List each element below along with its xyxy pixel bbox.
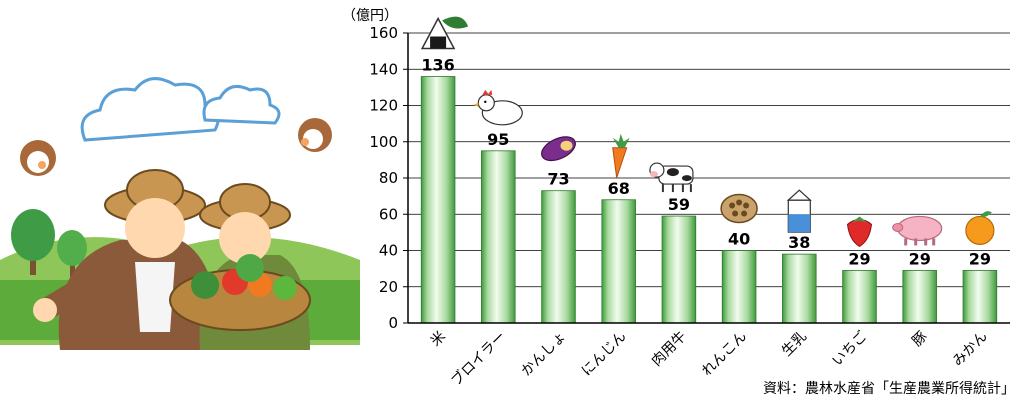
strawberry-icon (846, 216, 873, 248)
bar (481, 150, 516, 324)
bar (902, 270, 937, 324)
y-tick-label: 20 (379, 278, 398, 296)
bar (541, 190, 576, 324)
vegetable-basket-icon (169, 254, 311, 331)
y-tick-label: 100 (369, 133, 398, 151)
bar (420, 76, 456, 324)
lotus-root-icon (720, 193, 758, 224)
cow-icon (649, 162, 694, 193)
cloud-icon (80, 77, 281, 142)
y-tick-label: 80 (379, 169, 398, 187)
y-tick-label: 0 (388, 314, 398, 332)
bar (962, 270, 998, 324)
source-note: 資料：農林水産省「生産農業所得統計」 (763, 380, 1015, 395)
bar (721, 250, 757, 324)
farmer-illustration (0, 77, 360, 350)
value-label: 68 (608, 179, 630, 198)
bar (661, 215, 697, 324)
category-label: 米 (428, 329, 449, 350)
value-label: 29 (848, 249, 870, 268)
y-axis-ticks: 0 20 40 60 80 100 120 140 160 (369, 24, 408, 332)
milk-carton-icon (786, 189, 812, 233)
y-tick-label: 60 (379, 205, 398, 223)
rice-ball-icon (420, 16, 469, 50)
bar (601, 199, 636, 324)
tree-icon (11, 209, 87, 277)
value-label: 136 (421, 56, 454, 75)
y-tick-label: 160 (369, 24, 398, 42)
value-label: 29 (909, 249, 931, 268)
bird-icon (20, 118, 332, 176)
value-label: 73 (547, 170, 569, 189)
category-label: にんじん (579, 329, 630, 380)
value-label: 95 (487, 130, 509, 149)
category-label: ブロイラー (448, 328, 510, 390)
value-labels: 136 95 73 68 59 40 38 29 29 29 (421, 56, 991, 269)
value-label: 29 (969, 249, 991, 268)
y-tick-label: 40 (379, 242, 398, 260)
category-label: 肉用牛 (649, 329, 690, 370)
sweet-potato-icon (541, 136, 576, 162)
farmer-man (33, 169, 220, 350)
bar-icons (420, 16, 995, 248)
category-label: 豚 (909, 329, 930, 350)
bar (842, 270, 877, 324)
pig-icon (892, 215, 943, 246)
bar (782, 253, 817, 324)
y-tick-label: 140 (369, 60, 398, 78)
category-label: いちご (829, 329, 870, 370)
y-tick-label: 120 (369, 97, 398, 115)
chicken-icon (473, 89, 523, 126)
unit-label: （億円） (342, 8, 398, 24)
category-label: れんこん (699, 329, 750, 380)
value-label: 38 (788, 233, 810, 252)
bars (420, 76, 998, 324)
value-label: 59 (668, 195, 690, 214)
category-label: みかん (950, 329, 991, 370)
value-label: 40 (728, 230, 750, 249)
category-label: 生乳 (779, 329, 810, 360)
orange-icon (965, 211, 995, 246)
category-label: かんしょ (518, 329, 569, 380)
carrot-icon (612, 133, 630, 178)
